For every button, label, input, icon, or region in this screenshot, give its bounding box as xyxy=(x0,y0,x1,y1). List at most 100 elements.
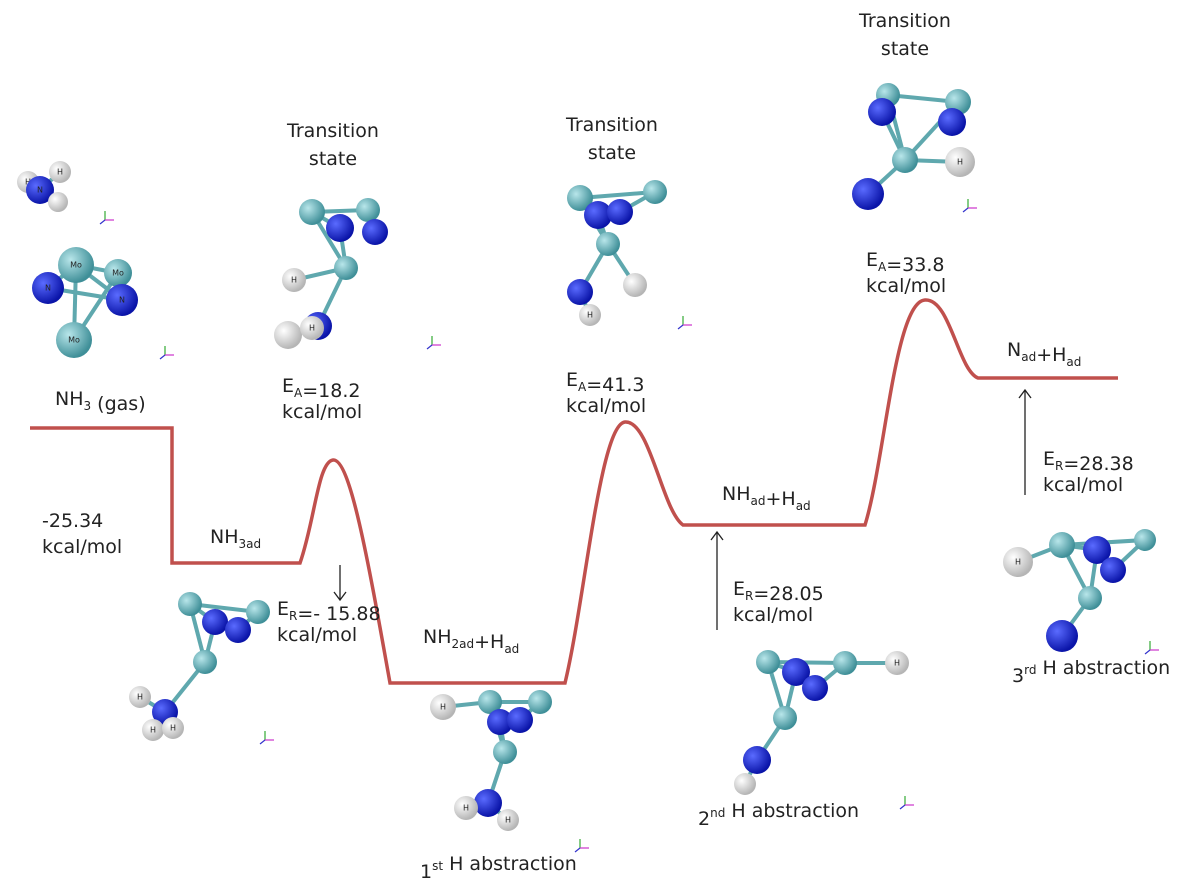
label-part: N xyxy=(1007,339,1021,361)
label-part: state xyxy=(881,38,929,60)
label-part: st xyxy=(432,859,443,873)
arrow xyxy=(334,390,1031,630)
molecule: HH xyxy=(274,198,388,349)
label-part: Transition xyxy=(286,120,379,142)
axis xyxy=(260,740,265,744)
atom xyxy=(892,147,918,173)
label: EA=18.2 xyxy=(282,375,360,402)
atom xyxy=(756,650,780,674)
molecule: H xyxy=(734,650,909,795)
atom-label: N xyxy=(37,186,43,195)
label-part: =- 15.88 xyxy=(297,603,380,625)
label-part: kcal/mol xyxy=(282,401,362,423)
atom xyxy=(193,650,217,674)
label-part: 3 xyxy=(1012,665,1024,687)
label-part: Transition xyxy=(565,114,658,136)
label-part: ad xyxy=(1021,350,1036,364)
label-part: kcal/mol xyxy=(866,275,946,297)
label: kcal/mol xyxy=(42,536,122,558)
label: 3rd H abstraction xyxy=(1012,657,1170,687)
label: -25.34 xyxy=(42,510,103,532)
label: kcal/mol xyxy=(282,401,362,423)
atom xyxy=(607,199,633,225)
atom-label: Mo xyxy=(70,261,82,270)
atom xyxy=(567,279,593,305)
axis xyxy=(427,345,432,349)
axis-icon xyxy=(963,199,977,212)
atom xyxy=(1049,532,1075,558)
label: kcal/mol xyxy=(733,604,813,626)
label-part: NH xyxy=(423,626,452,648)
atom xyxy=(178,592,202,616)
label-part: +H xyxy=(1036,344,1066,366)
molecule: HHH xyxy=(430,690,552,831)
axis xyxy=(678,325,683,329)
axis xyxy=(963,208,968,212)
molecule: H xyxy=(567,180,667,326)
label-part: state xyxy=(309,148,357,170)
atom xyxy=(274,321,302,349)
atom-label: H xyxy=(309,324,315,333)
axis xyxy=(575,848,580,852)
axis-icon xyxy=(575,839,589,852)
label-part: 3 xyxy=(84,399,92,413)
atom-label: H xyxy=(463,804,469,813)
atom-label: H xyxy=(894,659,900,668)
label: NH2ad+Had xyxy=(423,626,519,656)
atom xyxy=(643,180,667,204)
label-part: ad xyxy=(796,499,811,513)
label-part: R xyxy=(1055,459,1063,473)
atom-label: Mo xyxy=(68,336,80,345)
label-part: kcal/mol xyxy=(733,604,813,626)
label: kcal/mol xyxy=(1043,474,1123,496)
axis-icon xyxy=(160,346,174,359)
label: ER=28.38 xyxy=(1043,448,1134,475)
label-part: nd xyxy=(710,806,725,820)
label-part: kcal/mol xyxy=(566,395,646,417)
label-part: NH xyxy=(722,483,751,505)
label: 1st H abstraction xyxy=(420,853,577,883)
atom-label: H xyxy=(440,703,446,712)
atom xyxy=(1100,557,1126,583)
atom-label: N xyxy=(119,296,125,305)
axis-icon xyxy=(678,316,692,329)
atom xyxy=(334,256,358,280)
atom xyxy=(1078,586,1102,610)
axis xyxy=(100,220,105,224)
label-part: 3ad xyxy=(239,537,262,551)
label-part: NH xyxy=(55,388,84,410)
atom xyxy=(802,675,828,701)
atom-label: H xyxy=(57,168,63,177)
energy-profile xyxy=(30,300,1118,683)
label-part: rd xyxy=(1024,663,1036,677)
atom xyxy=(493,740,517,764)
label-part: kcal/mol xyxy=(277,624,357,646)
label-part: =33.8 xyxy=(886,254,944,276)
atom xyxy=(299,199,325,225)
label: NH3ad xyxy=(210,526,261,551)
label-part: NH xyxy=(210,526,239,548)
label-part: R xyxy=(289,609,297,623)
atom xyxy=(743,746,771,774)
axis-icon xyxy=(900,796,914,809)
label-part: H abstraction xyxy=(725,800,859,822)
label-part: =28.05 xyxy=(753,583,823,605)
atom xyxy=(507,707,533,733)
atom xyxy=(1134,529,1156,551)
atom xyxy=(528,690,552,714)
label-part: +H xyxy=(474,631,504,653)
label: Transition xyxy=(858,10,951,32)
label-part: E xyxy=(566,369,578,391)
label-part: E xyxy=(282,375,294,397)
atom xyxy=(225,617,251,643)
label-part: =28.38 xyxy=(1063,453,1133,475)
label: kcal/mol xyxy=(277,624,357,646)
label: Nad+Had xyxy=(1007,339,1081,369)
molecule: HHH xyxy=(129,592,270,741)
label: NH3 (gas) xyxy=(55,388,146,415)
atom-label: H xyxy=(291,276,297,285)
atom xyxy=(326,214,354,242)
atom xyxy=(938,108,966,136)
atom xyxy=(868,98,896,126)
label-part: kcal/mol xyxy=(1043,474,1123,496)
